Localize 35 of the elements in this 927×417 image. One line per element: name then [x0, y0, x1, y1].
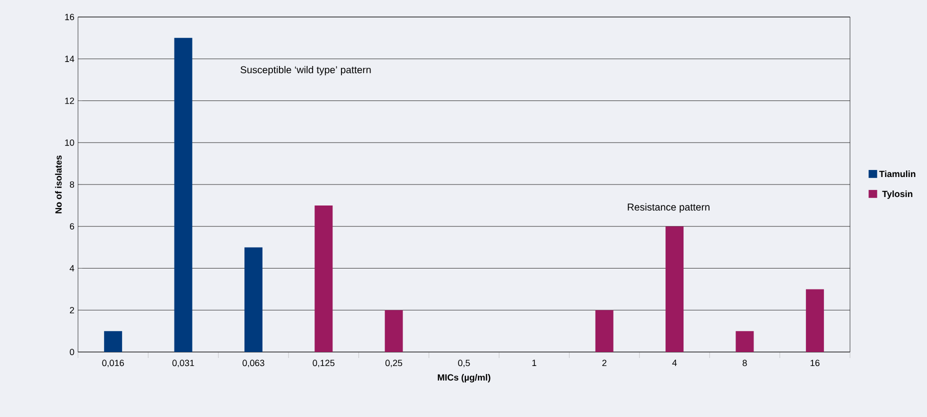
x-tick-label: 4 — [672, 360, 677, 366]
bar — [736, 331, 754, 352]
x-tick-label: 8 — [742, 360, 747, 366]
y-tick-label: 12 — [65, 98, 74, 104]
bar — [806, 289, 824, 352]
x-tick-label: 2 — [602, 360, 606, 366]
bar — [384, 310, 403, 352]
x-axis-title: MICs (µg/ml) — [438, 374, 490, 382]
y-tick-label: 8 — [70, 181, 74, 188]
bar — [244, 247, 262, 352]
x-tick-label: 0,125 — [312, 360, 334, 368]
x-tick-label: 0,25 — [385, 360, 402, 368]
bar — [666, 226, 684, 352]
bar — [595, 310, 614, 352]
bar — [174, 38, 192, 352]
x-tick-label: 0,031 — [172, 360, 194, 368]
annotation: Susceptible ‘wild type’ pattern — [240, 66, 371, 76]
bar — [104, 331, 122, 352]
legend-label: Tylosin — [882, 190, 912, 199]
y-tick-label: 10 — [65, 139, 74, 146]
x-tick-label: 0,063 — [242, 360, 264, 368]
bar — [314, 205, 333, 352]
legend-label: Tiamulin — [879, 170, 916, 178]
x-tick-label: 0,016 — [102, 360, 124, 368]
x-tick-label: 16 — [810, 360, 820, 366]
y-tick-label: 14 — [65, 56, 74, 62]
y-tick-label: 4 — [70, 265, 74, 272]
x-tick-label: 1 — [532, 360, 536, 366]
y-tick-label: 0 — [70, 348, 74, 356]
y-tick-label: 16 — [65, 14, 74, 20]
y-tick-label: 2 — [70, 306, 74, 314]
annotation: Resistance pattern — [628, 203, 710, 213]
y-tick-label: 6 — [70, 223, 74, 230]
x-tick-label: 0,5 — [458, 360, 470, 368]
y-axis-title: No of isolates — [55, 155, 62, 214]
